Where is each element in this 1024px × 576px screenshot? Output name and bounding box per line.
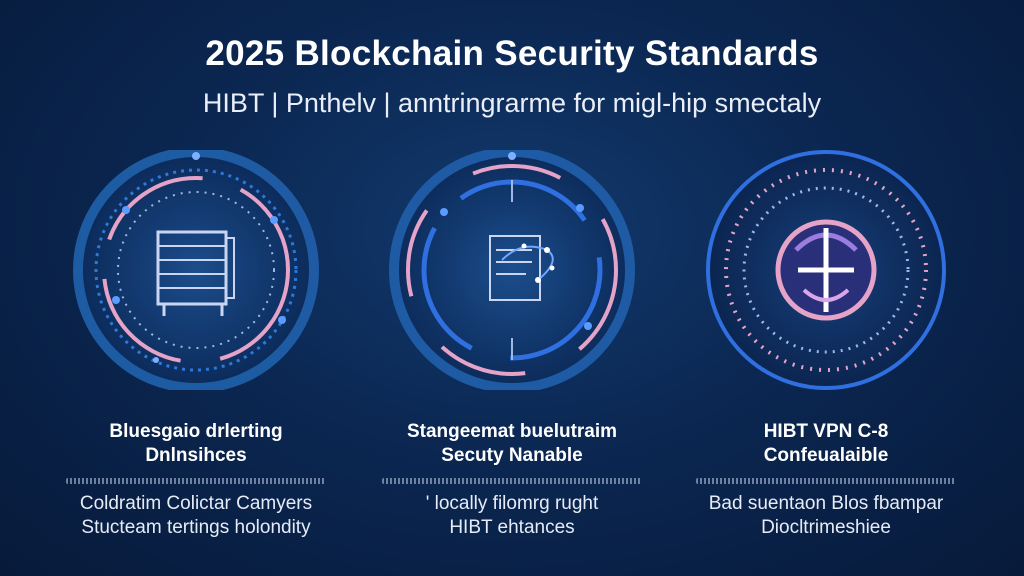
shield-lock-icon [706, 150, 946, 390]
divider [382, 478, 642, 484]
card-text-line1: Bad suentaon Blos fbampar [708, 493, 944, 514]
card-text-line2: HIBT ehtances [449, 517, 575, 538]
card-text-line2: Stucteam tertings holondity [81, 517, 311, 538]
card-title-line2: Confeualaible [763, 445, 889, 466]
feature-card-3: HIBT VPN C-8 Confeualaible Bad suentaon … [676, 150, 976, 560]
card-text-line1: ' locally filomrg rught [425, 493, 599, 514]
card-text-line1: Coldratim Colictar Camyers [79, 493, 313, 514]
server-rack-icon [73, 150, 319, 390]
card-title-line1: Stangeemat buelutraim [406, 421, 618, 442]
divider [696, 478, 956, 484]
page-title: 2025 Blockchain Security Standards [205, 34, 819, 73]
card-title-line2: Dnlnsihces [145, 445, 247, 466]
document-network-icon [389, 150, 635, 390]
page-subtitle: HIBT | Pnthelv | anntringrarme for migl-… [202, 88, 822, 118]
card-title-line1: HIBT VPN C-8 [763, 421, 889, 442]
card-text-line2: Diocltrimeshiee [761, 517, 891, 538]
card-title-line2: Secuty Nanable [441, 445, 583, 466]
card-title-line1: Bluesgaio drlerting [109, 421, 283, 442]
feature-card-2: Stangeemat buelutraim Secuty Nanable ' l… [362, 150, 662, 560]
feature-card-1: Bluesgaio drlerting Dnlnsihces Coldratim… [46, 150, 346, 560]
divider [66, 478, 326, 484]
